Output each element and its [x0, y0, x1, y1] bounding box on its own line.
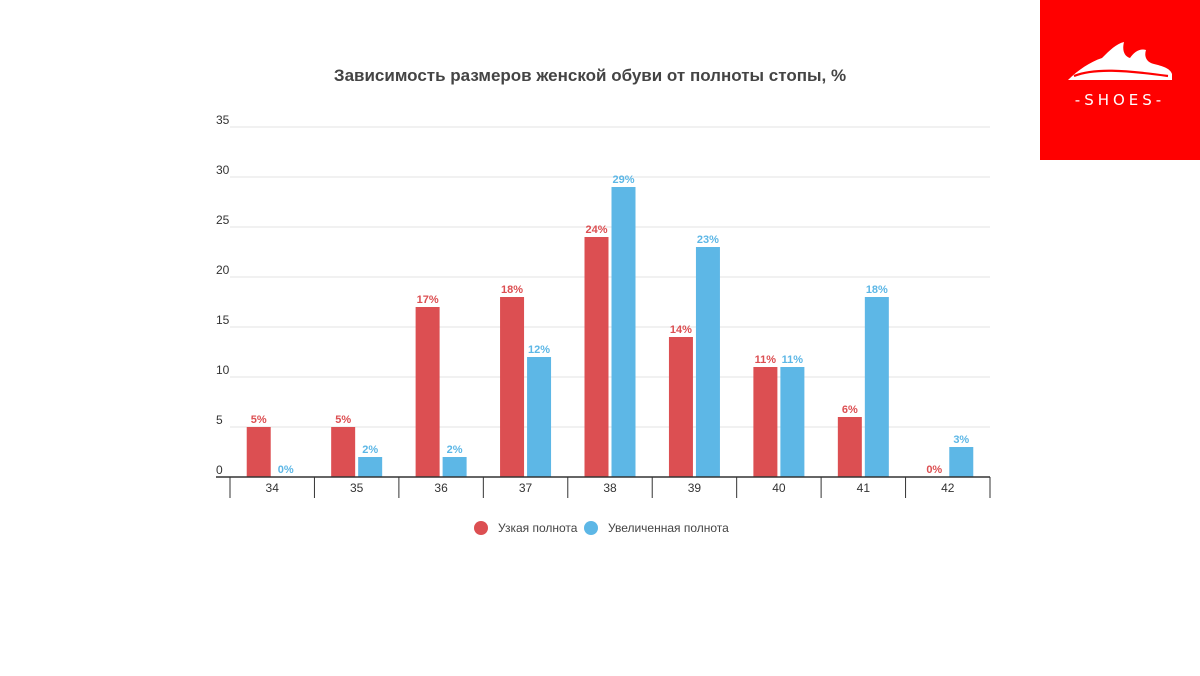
legend-marker [474, 521, 488, 535]
data-label: 0% [926, 464, 942, 476]
legend-label: Узкая полнота [498, 521, 578, 535]
x-tick-label: 37 [519, 481, 533, 495]
y-tick-label: 30 [216, 163, 230, 177]
shoes-logo: -SHOES- [1040, 0, 1200, 160]
y-tick-label: 35 [216, 113, 230, 127]
data-label: 11% [755, 354, 777, 366]
bar-wide [442, 457, 467, 477]
y-tick-label: 10 [216, 363, 230, 377]
legend-label: Увеличенная полнота [608, 521, 729, 535]
data-label: 23% [697, 234, 719, 246]
gridlines [230, 126, 990, 428]
bar-narrow [331, 427, 356, 477]
bar-narrow [500, 297, 525, 477]
y-tick-label: 25 [216, 213, 230, 227]
data-label: 14% [670, 324, 692, 336]
logo-text: -SHOES- [1074, 91, 1166, 109]
x-tick-label: 35 [350, 481, 364, 495]
bar-chart: 0 5 10 15 20 25 30 35 5% 0% 5% 2% 17% 2% 18% 12% 24% 29%… [216, 113, 991, 535]
x-axis: 34 35 36 37 38 39 40 41 42 [216, 476, 991, 498]
x-tick-label: 41 [857, 481, 871, 495]
y-tick-label: 0 [216, 463, 223, 477]
bar-wide [695, 247, 720, 477]
data-label: 0% [278, 464, 294, 476]
bar-narrow [584, 237, 609, 477]
data-label: 17% [417, 294, 439, 306]
bar-wide [949, 447, 974, 477]
data-label: 11% [782, 354, 804, 366]
data-label: 18% [866, 284, 888, 296]
data-label: 5% [335, 414, 351, 426]
bar-narrow [246, 427, 271, 477]
bar-narrow [668, 337, 693, 477]
data-labels: 5% 0% 5% 2% 17% 2% 18% 12% 24% 29% 14% 23% 11% 11% 6% 1… [251, 174, 970, 476]
data-label: 3% [953, 434, 969, 446]
data-label: 24% [585, 224, 607, 236]
data-label: 29% [612, 174, 634, 186]
bar-narrow [415, 307, 440, 477]
chart-title: Зависимость размеров женской обуви от по… [333, 66, 847, 85]
data-label: 12% [528, 344, 550, 356]
bar-wide [780, 367, 805, 477]
y-tick-label: 20 [216, 263, 230, 277]
x-tick-label: 39 [688, 481, 702, 495]
x-tick-label: 38 [603, 481, 617, 495]
x-tick-label: 36 [434, 481, 448, 495]
y-tick-label: 5 [216, 413, 223, 427]
data-label: 5% [251, 414, 267, 426]
shoe-icon [1068, 42, 1172, 80]
bar-wide [864, 297, 889, 477]
bar-narrow [753, 367, 778, 477]
x-tick-label: 42 [941, 481, 955, 495]
legend-marker [584, 521, 598, 535]
bar-wide [358, 457, 383, 477]
data-label: 6% [842, 404, 858, 416]
data-label: 18% [501, 284, 523, 296]
data-label: 2% [447, 444, 463, 456]
x-tick-label: 40 [772, 481, 786, 495]
bars [246, 187, 974, 477]
data-label: 2% [362, 444, 378, 456]
legend: Узкая полнота Увеличенная полнота [474, 521, 729, 535]
bar-narrow [837, 417, 862, 477]
x-tick-label: 34 [266, 481, 280, 495]
bar-wide [611, 187, 636, 477]
y-axis-ticks: 0 5 10 15 20 25 30 35 [216, 113, 230, 477]
y-tick-label: 15 [216, 313, 230, 327]
bar-wide [527, 357, 552, 477]
